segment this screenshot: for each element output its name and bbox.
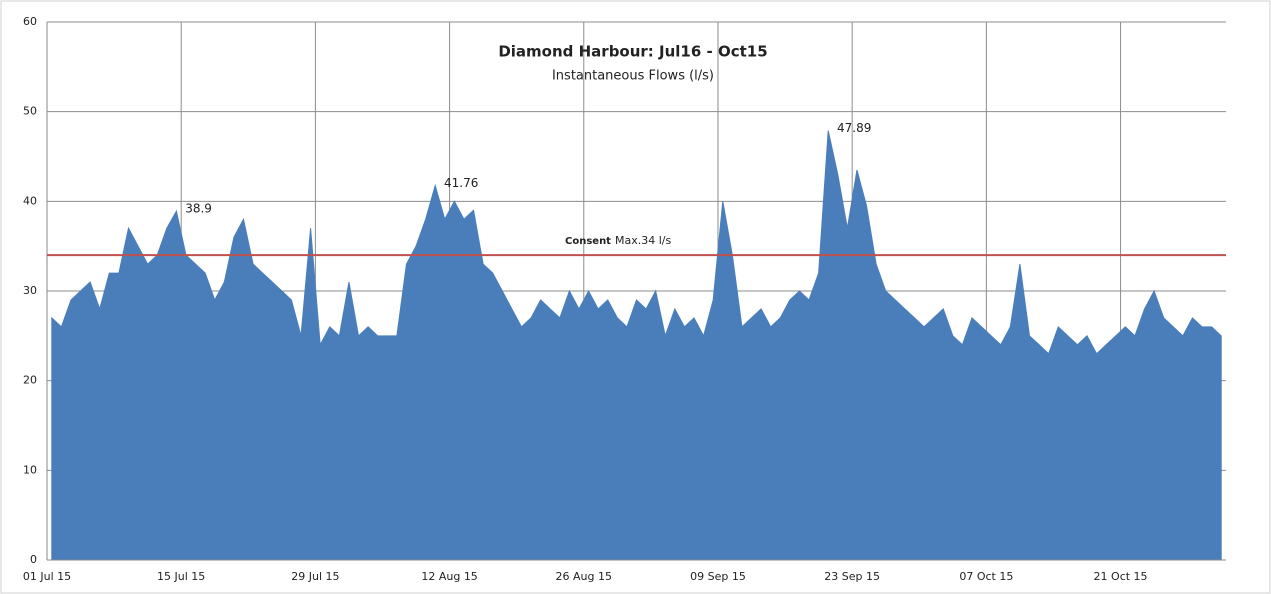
y-tick-label: 40	[23, 194, 37, 207]
x-tick-label: 21 Oct 15	[1094, 570, 1148, 583]
peak-label: 47.89	[837, 121, 871, 135]
threshold-label-bold: Consent	[565, 236, 611, 247]
threshold-label: Consent Max.34 l/s	[565, 234, 671, 247]
x-tick-label: 09 Sep 15	[690, 570, 746, 583]
chart-title: Diamond Harbour: Jul16 - Oct15	[498, 43, 767, 61]
y-tick-label: 50	[23, 105, 37, 118]
y-tick-label: 10	[23, 463, 37, 476]
threshold-label-text: Max.34 l/s	[615, 234, 671, 247]
chart-subtitle: Instantaneous Flows (l/s)	[552, 69, 714, 84]
x-tick-label: 26 Aug 15	[556, 570, 612, 583]
x-tick-label: 29 Jul 15	[291, 570, 339, 583]
x-tick-label: 12 Aug 15	[421, 570, 477, 583]
peak-label: 38.9	[185, 202, 212, 216]
x-tick-label: 23 Sep 15	[824, 570, 880, 583]
x-tick-label: 01 Jul 15	[23, 570, 71, 583]
x-tick-label: 15 Jul 15	[157, 570, 205, 583]
flow-area	[51, 130, 1222, 561]
x-tick-label: 07 Oct 15	[959, 570, 1013, 583]
peak-label: 41.76	[444, 176, 478, 190]
y-tick-label: 20	[23, 374, 37, 387]
y-tick-label: 30	[23, 284, 37, 297]
y-tick-label: 60	[23, 15, 37, 28]
y-tick-label: 0	[30, 553, 37, 566]
